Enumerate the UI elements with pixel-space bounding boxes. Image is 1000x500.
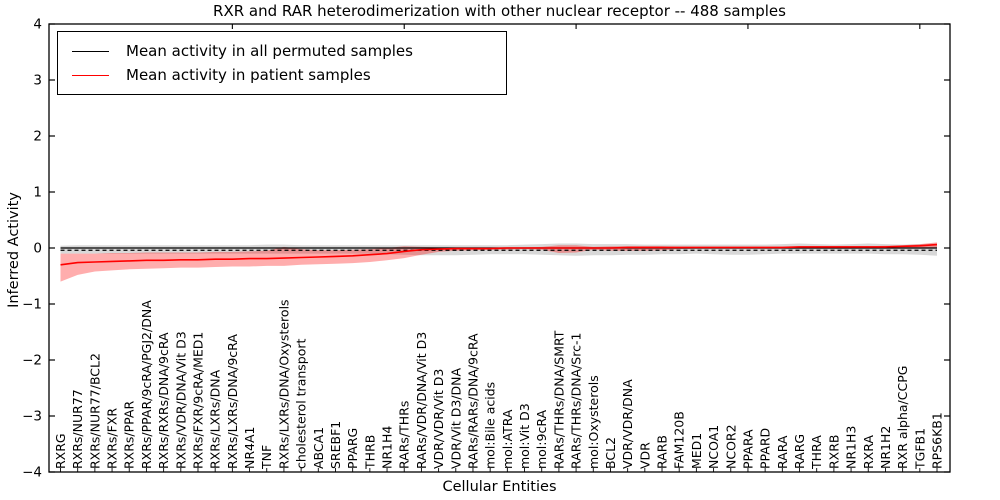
x-category-label: NR1H2 xyxy=(878,426,893,469)
legend-line-swatch-red xyxy=(72,74,109,76)
x-category-label: RARs/THRs/DNA/Src-1 xyxy=(569,333,584,469)
x-category-label: RXRB xyxy=(826,434,841,469)
x-category-label: cholesterol transport xyxy=(294,338,309,469)
y-tick-label: 1 xyxy=(33,185,42,201)
x-category-label: mol:Oxysterols xyxy=(586,375,601,469)
x-category-label: VDR xyxy=(637,442,652,469)
x-category-label: THRB xyxy=(362,435,377,470)
patient-confidence-band xyxy=(60,242,937,282)
x-category-label: SREBF1 xyxy=(328,421,343,469)
legend-label-patient: Mean activity in patient samples xyxy=(126,66,371,84)
y-axis-label: Inferred Activity xyxy=(6,192,22,308)
x-category-label: RARs/RARs/DNA/9cRA xyxy=(465,333,480,469)
y-tick-label: 0 xyxy=(33,241,42,257)
x-category-label: RARG xyxy=(792,434,807,469)
y-tick-label: 3 xyxy=(33,73,42,89)
permuted-confidence-band xyxy=(60,243,937,256)
y-tick-label: −4 xyxy=(22,465,42,481)
x-category-label: RXRs/LXRs/DNA/9cRA xyxy=(225,334,240,469)
x-category-label: THRA xyxy=(809,435,824,470)
x-category-label: PPARG xyxy=(345,428,360,469)
x-category-label: RXRs/LXRs/DNA xyxy=(208,369,223,469)
patient-mean-line xyxy=(60,243,938,266)
legend-label-permuted: Mean activity in all permuted samples xyxy=(126,42,413,60)
x-category-label: RARs/VDR/DNA/Vit D3 xyxy=(414,332,429,469)
x-category-label: RXRs/FXR/9cRA/MED1 xyxy=(190,332,205,469)
x-category-label: NR1H3 xyxy=(844,426,859,469)
x-category-label: FAM120B xyxy=(672,411,687,469)
x-category-label: mol:ATRA xyxy=(500,409,515,469)
x-axis-label: Cellular Entities xyxy=(442,479,557,495)
x-category-label: RXRs/NUR77 xyxy=(70,389,85,469)
x-category-label: RXR alpha/CCPG xyxy=(895,366,910,469)
x-category-label: mol:Vit D3 xyxy=(517,403,532,469)
x-category-label: ABCA1 xyxy=(311,427,326,469)
x-category-label: PPARA xyxy=(740,429,755,469)
x-category-label: BCL2 xyxy=(603,437,618,469)
x-category-label: RXRs/VDR/DNA/Vit D3 xyxy=(173,331,188,469)
y-tick-label: 4 xyxy=(33,17,42,33)
y-tick-label: −1 xyxy=(22,297,42,313)
x-category-label: TNF xyxy=(259,445,274,470)
x-category-label: RARs/THRs/DNA/SMRT xyxy=(551,330,566,469)
x-category-label: RPS6KB1 xyxy=(930,412,945,469)
x-category-label: NCOA1 xyxy=(706,425,721,469)
x-category-label: VDR/VDR/Vit D3 xyxy=(431,369,446,469)
x-category-label: PPARD xyxy=(758,428,773,469)
x-category-label: NR1H4 xyxy=(380,426,395,469)
x-category-label: RXRs/NUR77/BCL2 xyxy=(87,353,102,469)
chart-title: RXR and RAR heterodimerization with othe… xyxy=(213,2,786,20)
x-category-label: mol:Bile acids xyxy=(483,382,498,469)
x-category-label: RXRA xyxy=(861,435,876,469)
x-category-label: VDR/VDR/DNA xyxy=(620,379,635,469)
x-category-label: RXRs/PPAR xyxy=(122,401,137,469)
y-tick-label: −3 xyxy=(22,409,42,425)
x-category-label: RXRs/RXRs/DNA/9cRA xyxy=(156,332,171,469)
x-category-label: VDR/Vit D3/DNA xyxy=(448,368,463,469)
y-tick-label: 2 xyxy=(33,129,42,145)
x-category-label: RARB xyxy=(655,435,670,469)
x-category-label: RXRs/FXR xyxy=(105,408,120,469)
legend-item-permuted: Mean activity in all permuted samples xyxy=(58,42,506,60)
x-category-label: RARs/THRs xyxy=(397,401,412,469)
legend-line-swatch-black xyxy=(72,50,109,52)
x-category-label: RARA xyxy=(775,435,790,469)
x-category-label: RXRs/LXRs/DNA/Oxysterols xyxy=(276,299,291,469)
x-category-label: NR4A1 xyxy=(242,427,257,470)
y-tick-label: −2 xyxy=(22,353,42,369)
x-category-label: RXRs/PPAR/9cRA/PGJ2/DNA xyxy=(139,300,154,469)
x-category-label: mol:9cRA xyxy=(534,409,549,469)
legend: Mean activity in all permuted samples Me… xyxy=(57,31,507,95)
x-category-label: TGFB1 xyxy=(912,428,927,470)
x-category-label: RXRG xyxy=(53,433,68,469)
x-category-label: MED1 xyxy=(689,433,704,469)
x-category-label: NCOR2 xyxy=(723,424,738,469)
legend-item-patient: Mean activity in patient samples xyxy=(58,66,506,84)
